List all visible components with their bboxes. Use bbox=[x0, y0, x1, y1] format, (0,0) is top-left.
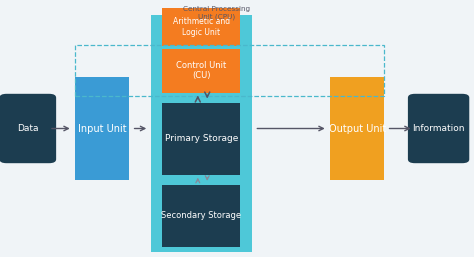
FancyBboxPatch shape bbox=[151, 15, 252, 98]
FancyBboxPatch shape bbox=[151, 93, 252, 252]
FancyBboxPatch shape bbox=[330, 77, 384, 180]
FancyBboxPatch shape bbox=[163, 185, 240, 247]
Text: Output Unit: Output Unit bbox=[328, 124, 386, 133]
FancyBboxPatch shape bbox=[75, 77, 129, 180]
Text: Secondary Storage: Secondary Storage bbox=[161, 211, 241, 221]
FancyBboxPatch shape bbox=[408, 94, 469, 163]
Text: Input Unit: Input Unit bbox=[78, 124, 127, 133]
Text: Information: Information bbox=[412, 124, 465, 133]
Text: Control Unit
(CU): Control Unit (CU) bbox=[176, 61, 227, 80]
FancyBboxPatch shape bbox=[163, 49, 240, 93]
Text: Primary Storage: Primary Storage bbox=[164, 134, 238, 143]
Text: Arithmetic and
Logic Unit: Arithmetic and Logic Unit bbox=[173, 17, 230, 37]
FancyBboxPatch shape bbox=[163, 103, 240, 175]
FancyBboxPatch shape bbox=[163, 8, 240, 46]
Text: Central Processing
Unit (CPU): Central Processing Unit (CPU) bbox=[183, 6, 250, 20]
FancyBboxPatch shape bbox=[0, 94, 56, 163]
Text: Data: Data bbox=[17, 124, 38, 133]
